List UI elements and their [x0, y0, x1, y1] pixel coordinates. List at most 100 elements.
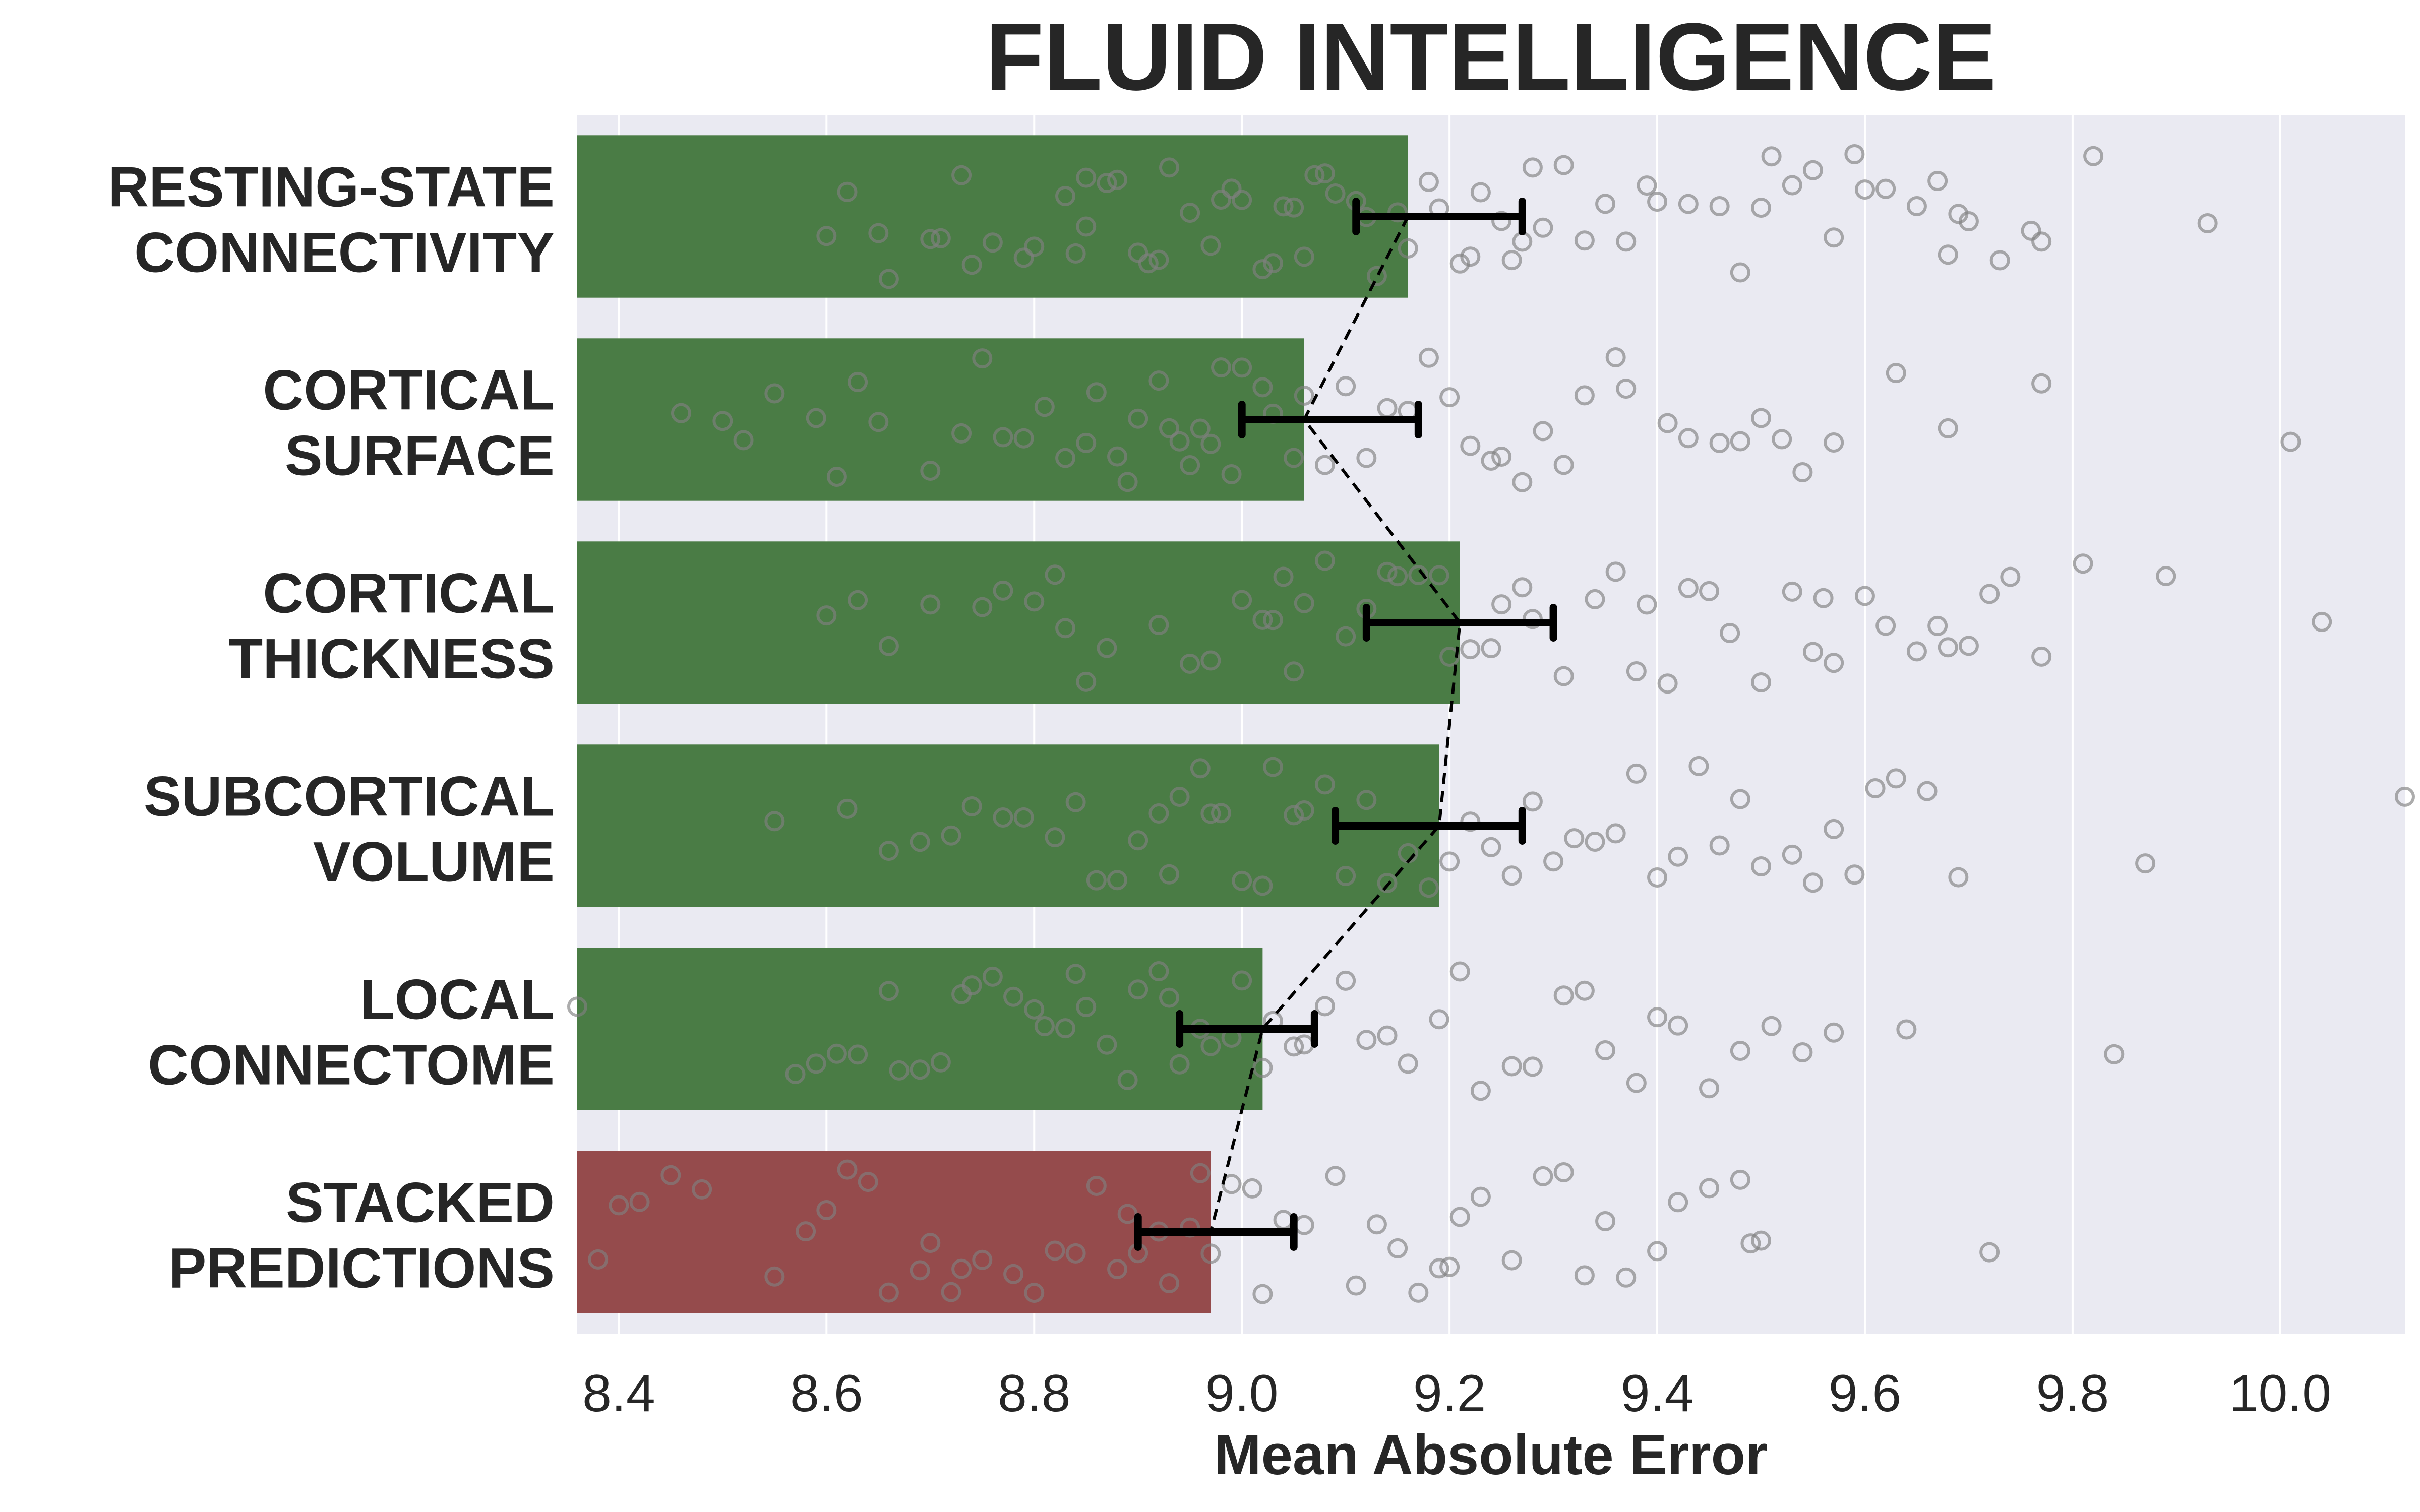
data-point — [1906, 641, 1927, 662]
data-point — [1398, 1053, 1418, 1074]
data-point — [1418, 877, 1439, 898]
data-point — [1699, 1078, 1720, 1099]
data-point — [910, 832, 930, 852]
data-point — [1418, 171, 1439, 192]
data-point — [1314, 774, 1335, 795]
data-point — [1200, 235, 1221, 256]
data-point — [1408, 564, 1429, 585]
data-point — [1262, 610, 1283, 631]
data-point — [1024, 236, 1045, 257]
data-point — [1262, 757, 1283, 777]
data-point — [1730, 262, 1750, 283]
data-point — [1284, 805, 1304, 826]
data-point — [609, 1195, 629, 1216]
data-point — [826, 1043, 847, 1064]
data-point — [878, 269, 899, 289]
data-point — [1720, 622, 1740, 643]
x-tick-label: 9.2 — [1413, 1364, 1486, 1423]
data-point — [1647, 192, 1668, 212]
data-point — [1304, 165, 1325, 185]
data-point — [1626, 661, 1647, 681]
data-point — [1294, 800, 1314, 821]
x-tick-label: 9.0 — [1205, 1364, 1279, 1423]
data-point — [1958, 636, 1979, 656]
data-point — [1221, 464, 1242, 484]
data-point — [972, 348, 993, 369]
data-point — [1252, 259, 1273, 280]
data-point — [1232, 190, 1252, 210]
data-point — [1429, 1258, 1449, 1279]
data-point — [1252, 609, 1273, 630]
data-point — [1180, 1217, 1200, 1238]
data-point — [1876, 615, 1896, 636]
data-point — [1190, 418, 1211, 439]
data-point — [868, 412, 889, 432]
data-point — [1387, 1238, 1408, 1258]
data-point — [951, 423, 972, 444]
data-point — [1325, 183, 1346, 204]
bar — [577, 1151, 1211, 1313]
data-point — [1128, 242, 1148, 263]
data-point — [1938, 637, 1958, 658]
data-point — [1003, 1264, 1024, 1284]
data-point — [1439, 1256, 1460, 1277]
data-point — [1802, 872, 1823, 893]
data-point — [1377, 561, 1398, 582]
data-point — [1180, 455, 1200, 476]
data-point — [1284, 448, 1304, 468]
data-point — [1512, 472, 1533, 492]
data-point — [1107, 1258, 1128, 1279]
x-tick-label: 9.6 — [1829, 1364, 1902, 1423]
data-point — [1709, 432, 1730, 453]
data-point — [1782, 844, 1802, 865]
data-point — [1159, 864, 1180, 885]
data-point — [1117, 1069, 1138, 1090]
data-point — [1668, 1015, 1688, 1036]
data-point — [1086, 870, 1107, 891]
data-point — [837, 798, 858, 819]
data-point — [816, 1200, 837, 1221]
data-point — [796, 1221, 816, 1242]
data-point — [1387, 202, 1408, 223]
data-point — [1751, 856, 1772, 877]
data-point — [1553, 985, 1574, 1006]
data-point — [920, 229, 941, 249]
data-point — [1294, 246, 1314, 267]
data-point — [920, 461, 941, 481]
data-point — [1709, 835, 1730, 856]
data-point — [1501, 865, 1522, 886]
data-point — [1574, 980, 1595, 1001]
data-point — [1356, 790, 1377, 810]
data-point — [1232, 870, 1252, 891]
data-point — [930, 228, 951, 248]
data-point — [2135, 853, 2156, 874]
category-label: CORTICAL — [263, 359, 555, 422]
data-point — [1626, 763, 1647, 784]
data-point — [1896, 1019, 1917, 1040]
data-point — [1024, 591, 1045, 612]
x-tick-label: 8.8 — [998, 1364, 1071, 1423]
data-point — [1325, 1166, 1346, 1186]
data-point — [1886, 768, 1906, 789]
data-point — [785, 1064, 806, 1085]
data-point — [1678, 194, 1699, 214]
data-point — [1906, 196, 1927, 216]
data-point — [848, 1044, 868, 1065]
data-point — [1097, 1034, 1117, 1055]
data-point — [1948, 867, 1969, 888]
data-point — [1336, 376, 1356, 397]
data-point — [1802, 160, 1823, 180]
data-point — [1148, 615, 1169, 636]
x-tick-label: 8.6 — [790, 1364, 863, 1423]
data-point — [1616, 231, 1637, 252]
data-point — [660, 1165, 681, 1185]
data-point — [1200, 650, 1221, 671]
bar — [577, 948, 1263, 1110]
data-point — [1533, 421, 1553, 442]
data-point — [910, 1260, 930, 1281]
data-point — [1097, 172, 1117, 193]
data-point — [1284, 197, 1304, 218]
data-point — [993, 580, 1013, 601]
data-point — [1688, 755, 1709, 776]
